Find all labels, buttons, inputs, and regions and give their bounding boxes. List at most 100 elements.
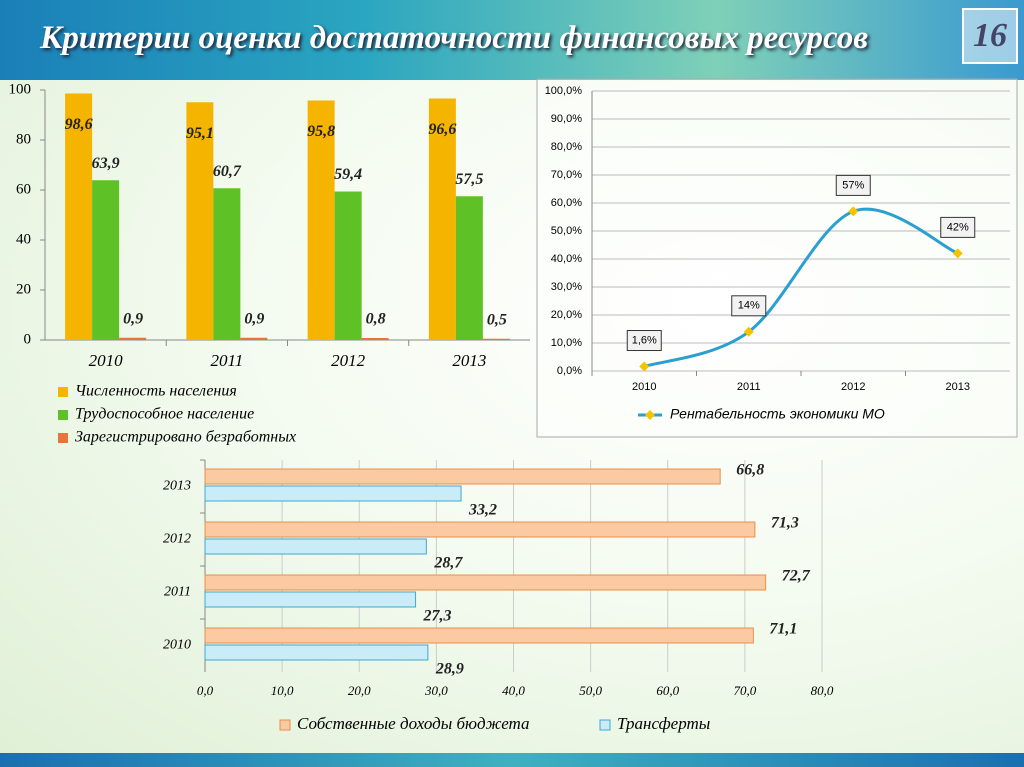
label-box [626, 330, 662, 352]
x-tick-label: 50,0 [579, 683, 602, 698]
point [848, 206, 859, 217]
legend-swatch [599, 719, 611, 731]
data-label: 33,2 [468, 502, 497, 519]
bar [119, 337, 147, 340]
y-tick-label: 2010 [163, 638, 191, 653]
data-label: 63,9 [92, 155, 120, 172]
data-label: 71,3 [771, 515, 799, 532]
data-label: 57,5 [455, 171, 483, 188]
legend-swatch [279, 719, 291, 731]
y-tick-label: 2011 [164, 585, 191, 600]
x-tick-label: 70,0 [734, 683, 757, 698]
y-tick-label: 100 [9, 81, 32, 97]
y-tick-label: 40,0% [551, 253, 582, 265]
bar [65, 93, 93, 340]
x-tick-label: 2012 [331, 351, 366, 370]
x-tick-label: 2012 [841, 381, 865, 393]
y-tick-label: 90,0% [551, 113, 582, 125]
y-tick-label: 100,0% [545, 85, 583, 97]
data-label: 60,7 [213, 163, 242, 180]
slide-title: Критерии оценки достаточности финансовых… [40, 20, 869, 56]
x-tick-label: 2011 [211, 351, 244, 370]
y-tick-label: 40 [16, 231, 31, 247]
y-tick-label: 80,0% [551, 141, 582, 153]
label-box [835, 174, 871, 196]
x-tick-label: 30,0 [424, 683, 448, 698]
data-label: 1,6% [632, 334, 657, 346]
data-label: 96,6 [428, 121, 456, 138]
x-tick-label: 2010 [89, 351, 124, 370]
data-label: 28,9 [435, 661, 464, 678]
y-tick-label: 60,0% [551, 197, 582, 209]
data-label: 72,7 [782, 568, 811, 585]
legend-label: Численность населения [75, 383, 237, 400]
bar [213, 188, 241, 340]
bar [204, 468, 721, 485]
x-tick-label: 60,0 [656, 683, 679, 698]
plot-frame [536, 78, 1018, 438]
x-tick-label: 2013 [452, 351, 486, 370]
data-label: 42% [947, 221, 969, 233]
data-label: 0,5 [487, 311, 507, 328]
data-label: 66,8 [736, 462, 764, 479]
y-tick-label: 70,0% [551, 169, 582, 181]
y-tick-label: 60 [16, 181, 31, 197]
x-tick-label: 20,0 [348, 683, 371, 698]
legend-label: Трудоспособное население [75, 406, 254, 423]
data-label: 14% [738, 300, 760, 312]
bar [186, 102, 214, 340]
point [743, 326, 754, 337]
y-tick-label: 0,0% [557, 365, 582, 377]
data-label: 0,9 [123, 310, 143, 327]
label-box [731, 295, 767, 317]
y-tick-label: 10,0% [551, 337, 582, 349]
x-tick-label: 2013 [946, 381, 970, 393]
bar [204, 574, 767, 591]
label-box [940, 216, 976, 238]
data-label: 71,1 [769, 621, 797, 638]
data-label: 0,8 [366, 311, 386, 328]
bar [455, 196, 483, 340]
footer-band [0, 753, 1024, 767]
data-label: 27,3 [423, 608, 452, 625]
bar [204, 644, 429, 661]
y-tick-label: 20 [16, 281, 31, 297]
legend-label: Зарегистрировано безработных [75, 429, 296, 446]
legend-label: Рентабельность экономики МО [670, 406, 885, 422]
x-tick-label: 2010 [632, 381, 656, 393]
bar [204, 538, 427, 555]
bar [361, 338, 389, 340]
y-tick-label: 0 [24, 331, 32, 347]
point [952, 248, 963, 259]
bar [204, 627, 754, 644]
x-tick-label: 2011 [737, 381, 761, 393]
legend-marker [645, 410, 655, 420]
legend-swatch [58, 433, 68, 443]
data-label: 28,7 [433, 555, 463, 572]
bar [92, 180, 120, 340]
x-tick-label: 40,0 [502, 683, 525, 698]
y-tick-label: 50,0% [551, 225, 582, 237]
data-label: 95,8 [307, 123, 335, 140]
legend-swatch [58, 387, 68, 397]
bar [307, 100, 335, 340]
data-label: 98,6 [65, 116, 93, 133]
y-tick-label: 30,0% [551, 281, 582, 293]
data-label: 95,1 [186, 125, 214, 142]
bar [204, 521, 756, 538]
bar [204, 485, 462, 502]
x-tick-label: 10,0 [271, 683, 294, 698]
data-label: 57% [842, 179, 864, 191]
bar [428, 98, 456, 340]
legend-label: Трансферты [617, 714, 710, 733]
line [643, 207, 959, 368]
y-tick-label: 2013 [163, 479, 191, 494]
bar [482, 338, 510, 340]
bar [204, 591, 417, 608]
bar [240, 337, 268, 340]
data-label: 59,4 [334, 166, 362, 183]
slide-number: 16 [962, 8, 1018, 64]
data-label: 0,9 [244, 310, 264, 327]
